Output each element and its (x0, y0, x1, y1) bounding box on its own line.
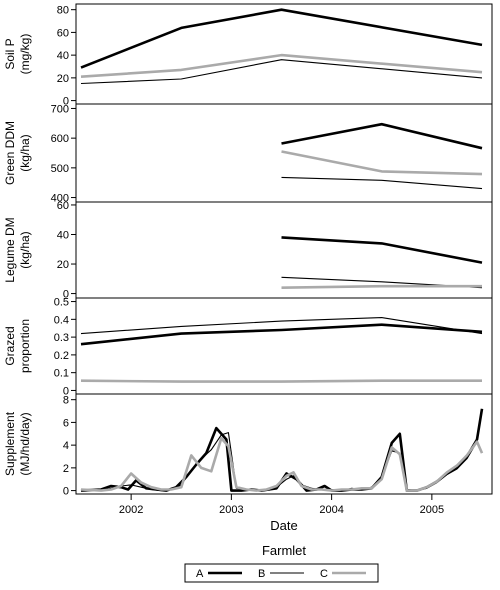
panel-frame (75, 3, 493, 105)
x-tick-label: 2005 (420, 504, 444, 516)
legend-box (184, 563, 379, 583)
y-tick-label: 0.4 (54, 314, 69, 326)
y-tick-label: 20 (57, 73, 69, 85)
y-axis-title: Green DDM (3, 121, 17, 185)
legend-label-a: A (196, 568, 204, 580)
y-tick-label: 0.2 (54, 350, 69, 362)
series-line-a (80, 323, 483, 346)
series-line-c (80, 53, 483, 78)
y-tick-label: 0.3 (54, 332, 69, 344)
y-tick-label: 700 (51, 103, 69, 115)
y-axis-title: (MJ/hd/day) (18, 412, 32, 475)
y-axis-title: (mg/kg) (18, 34, 32, 75)
y-tick-label: 0 (63, 96, 69, 108)
series-line-b (80, 317, 483, 335)
y-tick-label: 0.1 (54, 368, 69, 380)
y-axis-title: (kg/ha) (18, 231, 32, 268)
series-line-a (80, 8, 483, 69)
y-axis-title: proportion (18, 319, 32, 373)
y-tick-label: 4 (63, 440, 69, 452)
y-tick-label: 60 (57, 200, 69, 212)
y-axis-title: Legume DM (3, 217, 17, 282)
y-tick-label: 500 (51, 163, 69, 175)
panel-frame (75, 393, 493, 495)
y-tick-label: 20 (57, 259, 69, 271)
series-line-b (281, 176, 483, 190)
x-axis-title: Date (270, 518, 297, 533)
series-line-a (281, 236, 483, 264)
series-line-c (281, 284, 482, 289)
y-axis-title: Soil P (3, 38, 17, 69)
series-line-c (80, 379, 482, 383)
y-tick-label: 600 (51, 133, 69, 145)
legend-label-c: C (320, 568, 328, 580)
y-tick-label: 2 (63, 463, 69, 475)
y-axis-title: (kg/ha) (18, 134, 32, 171)
series-line-a (281, 122, 483, 150)
series-line-c (80, 436, 484, 492)
y-tick-label: 0 (63, 289, 69, 301)
series-line-c (281, 150, 483, 176)
series-line-a (80, 408, 484, 492)
y-tick-label: 80 (57, 5, 69, 17)
y-tick-label: 40 (57, 229, 69, 241)
x-tick-label: 2002 (119, 504, 143, 516)
y-tick-label: 0 (63, 385, 69, 397)
legend-title: Farmlet (262, 543, 306, 558)
x-tick-label: 2003 (219, 504, 243, 516)
y-tick-label: 40 (57, 50, 69, 62)
panel-frame (75, 201, 493, 299)
x-tick-label: 2004 (319, 504, 343, 516)
y-tick-label: 400 (51, 193, 69, 205)
y-axis-title: Grazed (3, 326, 17, 365)
y-tick-label: 6 (63, 417, 69, 429)
y-tick-label: 0.5 (54, 297, 69, 309)
legend-label-b: B (258, 568, 265, 580)
series-line-b (80, 59, 483, 85)
y-tick-label: 0 (63, 486, 69, 498)
y-tick-label: 60 (57, 27, 69, 39)
y-axis-title: Supplement (3, 411, 17, 476)
y-tick-label: 8 (63, 395, 69, 407)
